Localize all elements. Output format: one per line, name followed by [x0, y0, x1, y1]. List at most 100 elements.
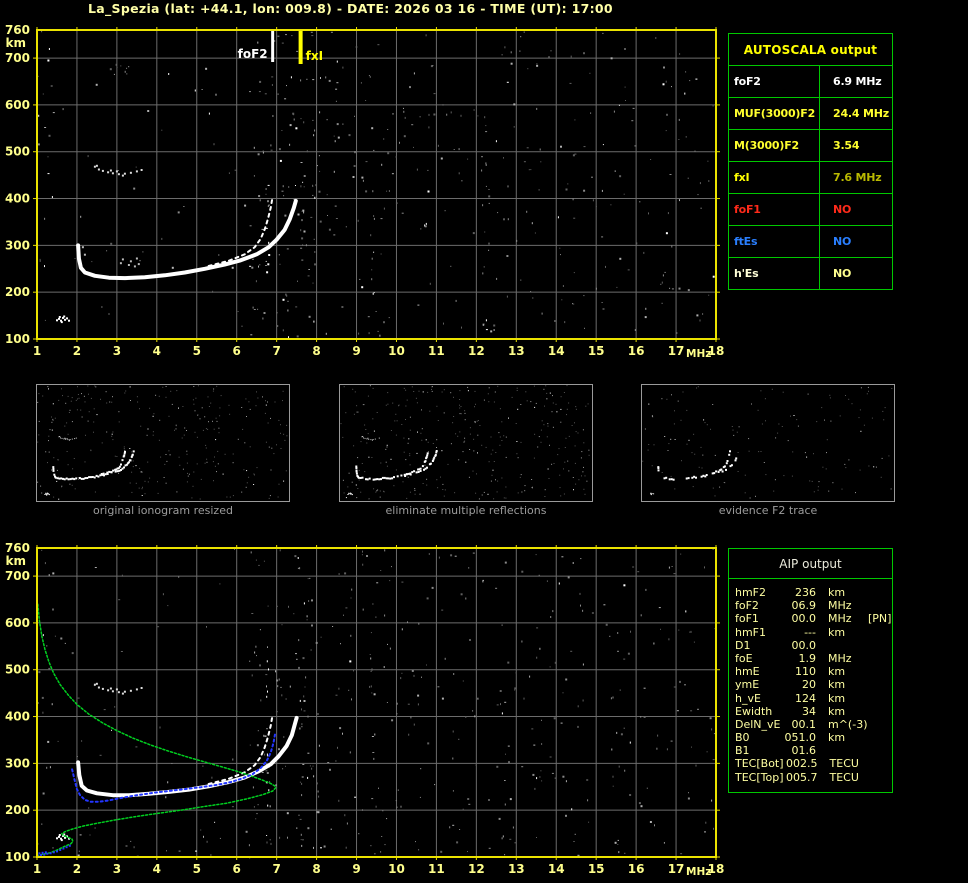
svg-text:13: 13 — [508, 862, 525, 876]
axis-ticks — [33, 27, 720, 342]
aip-an: h_vE — [735, 691, 761, 705]
svg-text:500: 500 — [5, 145, 30, 159]
svg-text:300: 300 — [5, 756, 30, 770]
svg-text:600: 600 — [5, 616, 30, 630]
aip-row-foF2: foF2 06.9 MHz — [735, 599, 892, 612]
fof2-value: 6.9 MHz — [819, 65, 893, 98]
svg-text:4: 4 — [153, 344, 161, 358]
aip-av: 34 — [802, 704, 816, 718]
axis-ticks — [33, 545, 720, 860]
aip-row-TEC[Bot]: TEC[Bot] 002.5 TECU — [735, 757, 892, 770]
hes-value: NO — [819, 257, 893, 290]
muf3000f2-value: 24.4 MHz — [819, 97, 893, 130]
aip-row-B1: B1 01.6 — [735, 744, 892, 757]
m3000f2-value: 3.54 — [819, 129, 893, 162]
aip-an: hmF1 — [735, 625, 767, 639]
aip-av: 00.1 — [791, 717, 817, 731]
aip-row-ymE: ymE 20 km — [735, 678, 892, 691]
svg-text:500: 500 — [5, 663, 30, 677]
aip-an: foF1 — [735, 612, 759, 626]
aip-av: 1.9 — [798, 651, 817, 665]
svg-text:2: 2 — [73, 344, 81, 358]
noise-dots — [37, 31, 717, 340]
svg-text:100: 100 — [5, 332, 30, 346]
aip-ax: [PN] — [868, 612, 892, 626]
aip-an: hmF2 — [735, 586, 767, 599]
svg-text:200: 200 — [5, 803, 30, 817]
aip-row-D1: D1 00.0 — [735, 639, 892, 652]
svg-text:16: 16 — [628, 344, 645, 358]
svg-text:15: 15 — [588, 862, 605, 876]
aip-av: --- — [804, 625, 816, 639]
aip-av: 00.0 — [791, 612, 817, 626]
marker-foF2: foF2 — [238, 31, 275, 62]
aip-row-hmF1: hmF1 --- km — [735, 626, 892, 639]
table-row-muf3000f2: MUF(3000)F2 24.4 MHz — [728, 97, 893, 130]
aip-av: 110 — [795, 665, 816, 679]
svg-text:foF2: foF2 — [238, 47, 268, 61]
fxi-value: 7.6 MHz — [819, 161, 893, 194]
aip-av: 005.7 — [786, 770, 818, 784]
svg-text:10: 10 — [388, 862, 405, 876]
svg-text:14: 14 — [548, 344, 565, 358]
fof2-label: foF2 — [728, 65, 820, 98]
svg-text:1: 1 — [33, 344, 41, 358]
y-axis-unit: km — [6, 554, 26, 568]
aip-an: TEC[Top] — [735, 770, 784, 784]
series-F2-trace-x-mode — [76, 198, 298, 281]
series-restored-trace-blue — [71, 733, 276, 803]
thumbnail-original-ionogram — [36, 384, 290, 502]
page-title: La_Spezia (lat: +44.1, lon: 009.8) - DAT… — [88, 1, 613, 16]
aip-av: 051.0 — [784, 731, 817, 745]
svg-text:10: 10 — [388, 344, 405, 358]
aip-au: km — [828, 704, 846, 718]
thumbnail-eliminate-reflections — [339, 384, 593, 502]
aip-row-TEC[Top]: TEC[Top] 005.7 TECU — [735, 771, 892, 784]
svg-text:14: 14 — [548, 862, 565, 876]
svg-text:100: 100 — [5, 850, 30, 864]
table-row-fxi: fxI 7.6 MHz — [728, 161, 893, 194]
svg-text:4: 4 — [153, 862, 161, 876]
svg-text:760: 760 — [5, 23, 30, 37]
thumbnail-caption: eliminate multiple reflections — [385, 504, 547, 517]
aip-row-hmE: hmE 110 km — [735, 665, 892, 678]
fxi-label: fxI — [728, 161, 820, 194]
aip-row-hmF2: hmF2 236 km — [735, 586, 892, 599]
series-restored-E-blue — [36, 844, 71, 857]
aip-au: km — [828, 625, 846, 639]
noise-dots — [37, 548, 717, 859]
thumbnail-caption: original ionogram resized — [93, 504, 233, 517]
marker-fxI: fxI — [298, 31, 323, 64]
aip-an: TEC[Bot] — [735, 757, 784, 771]
aip-row-B0: B0 051.0 km — [735, 731, 892, 744]
svg-text:200: 200 — [5, 285, 30, 299]
aip-av: 01.6 — [791, 744, 817, 758]
aip-av: 002.5 — [786, 757, 818, 771]
series-trace-speckle — [81, 246, 234, 269]
aip-au: MHz — [828, 651, 852, 665]
aip-row-DelN_vE: DelN_vE 00.1 m^(-3) — [735, 718, 892, 731]
series-F2-trace-o-mode — [207, 197, 274, 267]
aip-rows: hmF2 236 km foF2 06.9 MHz foF1 00.0 MHz [PN] hmF1 -… — [729, 579, 892, 784]
aip-an: foE — [735, 651, 753, 665]
aip-av: 00.0 — [791, 638, 817, 652]
aip-av: 06.9 — [791, 599, 817, 613]
aip-an: B0 — [735, 731, 750, 745]
aip-row-Ewidth: Ewidth 34 km — [735, 705, 892, 718]
svg-text:400: 400 — [5, 710, 30, 724]
svg-text:2: 2 — [73, 862, 81, 876]
svg-text:fxI: fxI — [306, 49, 323, 63]
aip-au: TECU — [829, 757, 859, 771]
series-E-region-blob — [56, 315, 70, 324]
svg-text:12: 12 — [468, 344, 485, 358]
svg-text:6: 6 — [233, 344, 241, 358]
svg-text:600: 600 — [5, 98, 30, 112]
grid — [37, 548, 716, 857]
svg-text:9: 9 — [352, 862, 360, 876]
autoscala-output-table: AUTOSCALA output foF2 6.9 MHz MUF(3000)F… — [728, 33, 893, 290]
table-row-ftes: ftEs NO — [728, 225, 893, 258]
aip-row-foE: foE 1.9 MHz — [735, 652, 892, 665]
aip-an: B1 — [735, 744, 750, 758]
svg-text:5: 5 — [193, 862, 201, 876]
